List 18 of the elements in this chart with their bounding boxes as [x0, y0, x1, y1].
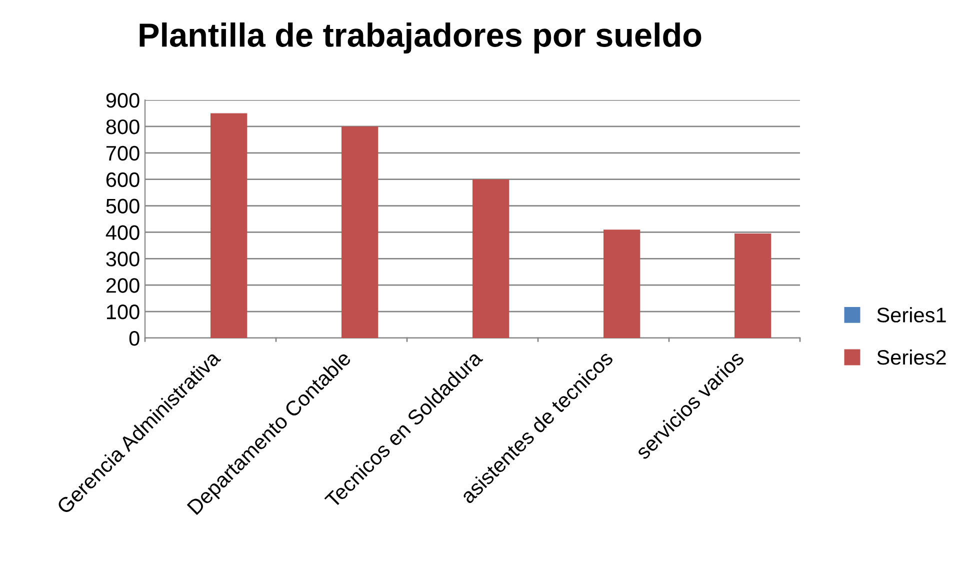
y-tick-label: 800	[106, 119, 140, 134]
y-tick-label: 200	[106, 278, 140, 293]
bar	[342, 126, 378, 338]
y-tick-label: 900	[106, 93, 140, 108]
bar	[210, 113, 248, 338]
legend-label: Series1	[877, 307, 946, 322]
bar	[734, 234, 772, 338]
y-tick-label: 600	[106, 172, 140, 188]
y-tick-label: 300	[106, 252, 140, 266]
bar	[604, 230, 640, 338]
chart-title: Plantilla de trabajadores por sueldo	[140, 22, 702, 54]
legend-label: Series2	[877, 349, 946, 365]
y-tick-label: 500	[106, 198, 140, 214]
bar	[472, 179, 510, 338]
y-tick-label: 0	[129, 331, 140, 346]
y-tick-label: 400	[106, 225, 140, 240]
y-tick-label: 100	[106, 304, 140, 320]
y-tick-label: 700	[106, 146, 140, 161]
